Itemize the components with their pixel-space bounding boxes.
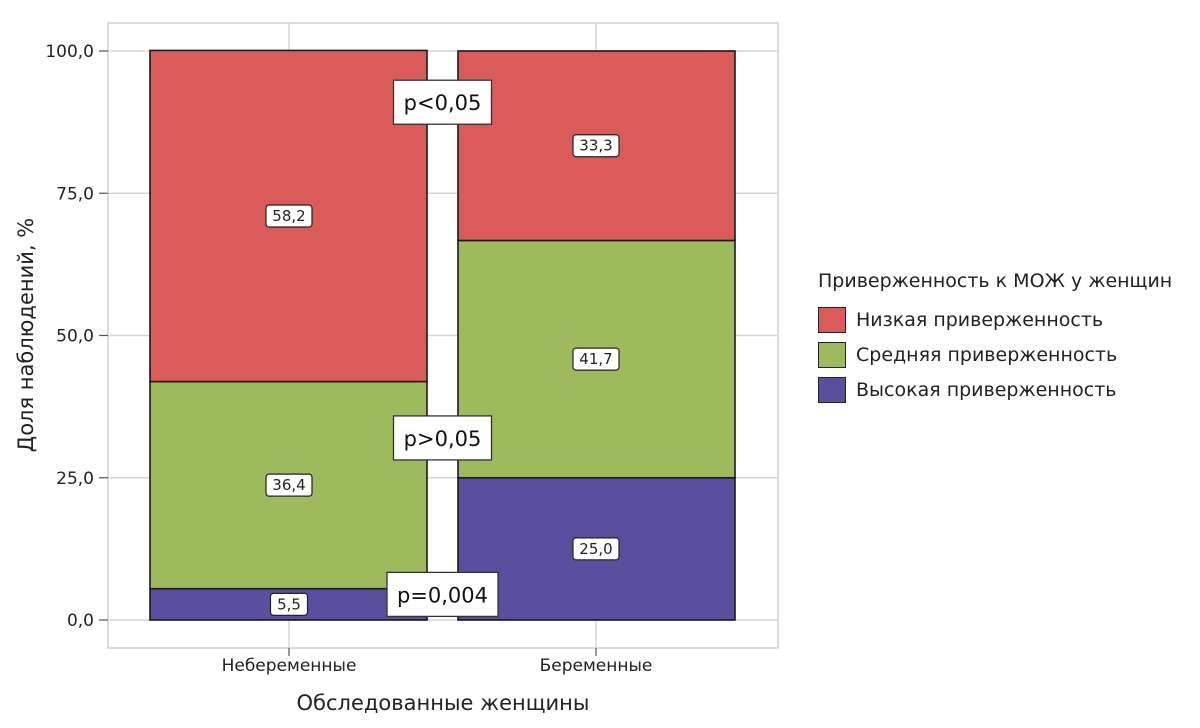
- x-axis-title: Обследованные женщины: [297, 691, 590, 715]
- legend: Приверженность к МОЖ у женщин Низкая при…: [818, 270, 1172, 407]
- x-tick-label-1: Беременные: [540, 656, 653, 676]
- data-label-box: [572, 134, 620, 158]
- legend-title: Приверженность к МОЖ у женщин: [818, 270, 1173, 292]
- y-tick-label: 50,0: [56, 327, 94, 347]
- p-value-box: [392, 415, 493, 461]
- p-value-annotation: p<0,05: [404, 91, 482, 115]
- legend-items: Низкая приверженность Средняя приверженно…: [818, 302, 1172, 407]
- data-label: 25,0: [579, 540, 612, 558]
- y-tick-labels: 0,0 25,0 50,0 75,0 100,0: [45, 42, 108, 631]
- legend-item: Средняя приверженность: [818, 337, 1172, 372]
- data-label: 5,5: [277, 595, 301, 613]
- data-label: 41,7: [579, 350, 612, 368]
- x-tick-labels: Небеременные Беременные: [222, 648, 653, 676]
- data-label: 36,4: [272, 476, 305, 494]
- p-value-annotation: p>0,05: [404, 427, 482, 451]
- x-tick-label-0: Небеременные: [222, 656, 357, 676]
- legend-swatch: [818, 376, 846, 403]
- data-label-box: [572, 347, 620, 371]
- legend-label: Низкая приверженность: [856, 308, 1104, 331]
- legend-swatch: [818, 306, 846, 333]
- legend-label: Высокая приверженность: [856, 378, 1117, 401]
- y-tick-label: 25,0: [56, 469, 94, 489]
- data-labels: 5,5 36,4 58,2 25,0 41,7 33,3: [265, 134, 620, 616]
- annotations: p<0,05 p>0,05 p=0,004: [386, 79, 499, 618]
- y-tick-label: 0,0: [67, 611, 94, 631]
- data-label-box: [572, 537, 620, 561]
- y-tick-label: 75,0: [56, 184, 94, 204]
- y-axis-title: Доля наблюдений, %: [14, 218, 38, 452]
- data-label-box: [265, 473, 313, 497]
- y-tick-label: 100,0: [45, 42, 94, 62]
- data-label: 58,2: [272, 207, 305, 225]
- p-value-box: [392, 79, 493, 125]
- data-label-box: [269, 592, 309, 616]
- legend-item: Высокая приверженность: [818, 372, 1172, 407]
- legend-swatch: [818, 341, 846, 368]
- legend-item: Низкая приверженность: [818, 302, 1172, 337]
- p-value-box: [386, 571, 499, 618]
- p-value-annotation: p=0,004: [397, 583, 488, 607]
- data-label: 33,3: [579, 137, 612, 155]
- legend-label: Средняя приверженность: [856, 343, 1118, 366]
- data-label-box: [265, 204, 313, 228]
